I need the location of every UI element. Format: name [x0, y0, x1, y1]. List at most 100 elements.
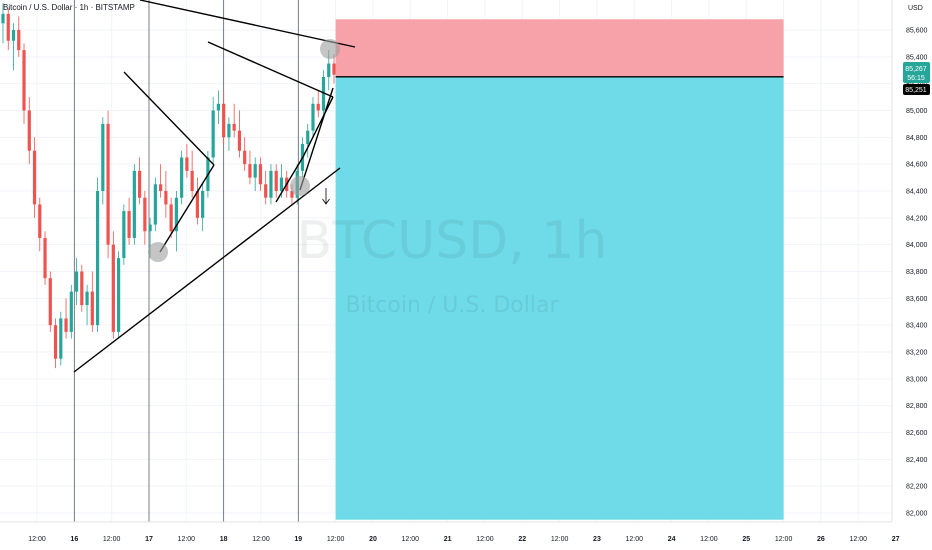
candle-body	[106, 123, 110, 245]
down-arrow-head	[322, 198, 330, 205]
current-price-value: 85,267	[905, 66, 927, 73]
candle-body	[253, 164, 257, 178]
markers	[148, 39, 340, 262]
time-tick-label: 12:00	[402, 536, 420, 543]
short-position-tool[interactable]	[335, 19, 784, 520]
candlestick-series	[1, 3, 336, 369]
candle-body	[80, 271, 84, 306]
currency-label: USD	[908, 5, 923, 12]
candle-body	[95, 191, 100, 326]
candle-body	[306, 130, 310, 145]
time-tick-label: 12:00	[775, 536, 793, 543]
candle-body	[1, 13, 5, 24]
candle-body	[153, 184, 157, 225]
candle-body	[316, 103, 320, 111]
candle-body	[185, 157, 189, 171]
flag-right-line	[302, 96, 334, 158]
time-tick-label: 12:00	[849, 536, 867, 543]
drawings[interactable]	[73, 0, 356, 373]
time-tick-label: 12:00	[551, 536, 569, 543]
time-axis-labels: 12:00 16 12:00 17 12:00 18 12:00 19 12:00 20 12:00…	[28, 536, 899, 543]
pivot-marker	[320, 39, 340, 59]
breakout-line	[299, 87, 334, 191]
candle-body	[132, 170, 136, 238]
price-tick-label: 82,200	[906, 484, 928, 491]
candle-body	[290, 191, 294, 198]
candle-body	[22, 50, 26, 111]
price-tick-label: 84,200	[906, 215, 928, 222]
candle-body	[27, 110, 31, 151]
flag-left-line	[275, 156, 304, 203]
candle-body	[48, 278, 52, 326]
candle-body	[6, 13, 10, 41]
time-tick-label: 12:00	[28, 536, 46, 543]
candle-body	[148, 224, 152, 232]
candle-body	[169, 204, 173, 232]
time-tick-label: 12:00	[103, 536, 121, 543]
candle-body	[43, 237, 47, 279]
price-tick-label: 83,800	[906, 269, 928, 276]
line-price-value: 85,251	[905, 87, 927, 94]
candle-body	[211, 110, 215, 158]
take-profit-zone	[335, 76, 784, 520]
time-tick-label: 12:00	[178, 536, 196, 543]
price-tick-label: 84,400	[906, 189, 928, 196]
candle-body	[264, 184, 268, 198]
bar-countdown: 56:15	[907, 75, 925, 82]
candle-body	[17, 30, 21, 51]
candle-body	[69, 291, 73, 332]
time-tick-label: 12:00	[700, 536, 718, 543]
candle-body	[143, 197, 147, 232]
time-tick-label: 25	[742, 536, 750, 543]
price-tick-label: 83,200	[906, 350, 928, 357]
candle-body	[127, 211, 131, 238]
candle-body	[11, 30, 16, 41]
price-tick-label: 83,000	[906, 376, 928, 383]
candle-body	[232, 123, 236, 131]
watermark-name: Bitcoin / U.S. Dollar	[345, 293, 559, 318]
time-tick-label: 27	[892, 536, 900, 543]
candle-body	[279, 177, 284, 191]
time-tick-label: 20	[369, 536, 377, 543]
price-tick-label: 84,000	[906, 242, 928, 249]
candle-body	[311, 103, 315, 131]
price-tick-label: 82,400	[906, 457, 928, 464]
candle-body	[201, 191, 205, 218]
price-tick-label: 82,800	[906, 403, 928, 410]
watermark-ticker: BTCUSD, 1h	[297, 211, 608, 271]
candle-body	[258, 164, 263, 185]
candle-body	[222, 103, 226, 138]
price-tick-label: 84,600	[906, 162, 928, 169]
candle-body	[111, 244, 115, 332]
candle-body	[190, 170, 194, 191]
symbol-header[interactable]: Bitcoin / U.S. Dollar · 1h · BITSTAMP	[3, 3, 135, 12]
time-tick-label: 22	[518, 536, 526, 543]
candle-body	[74, 271, 79, 292]
time-tick-label: 24	[668, 536, 676, 543]
candle-body	[59, 318, 63, 359]
time-axis[interactable]	[0, 522, 932, 550]
price-tick-label: 83,400	[906, 323, 928, 330]
time-tick-label: 17	[145, 536, 153, 543]
candle-body	[243, 150, 247, 165]
price-tick-label: 85,600	[906, 28, 928, 35]
time-tick-label: 12:00	[626, 536, 644, 543]
candle-body	[227, 123, 231, 138]
candle-body	[237, 130, 242, 151]
candle-body	[116, 258, 121, 332]
candle-body	[269, 170, 273, 198]
time-tick-label: 23	[593, 536, 601, 543]
candle-body	[248, 164, 252, 178]
time-tick-label: 12:00	[327, 536, 345, 543]
candle-body	[38, 204, 42, 238]
candle-body	[180, 157, 184, 198]
time-tick-label: 18	[220, 536, 228, 543]
candle-body	[274, 170, 278, 191]
candle-body	[90, 291, 94, 326]
candle-body	[85, 291, 89, 306]
price-tick-label: 83,600	[906, 296, 928, 303]
time-tick-label: 12:00	[476, 536, 494, 543]
candle-body	[32, 150, 37, 205]
candle-body	[164, 191, 168, 205]
